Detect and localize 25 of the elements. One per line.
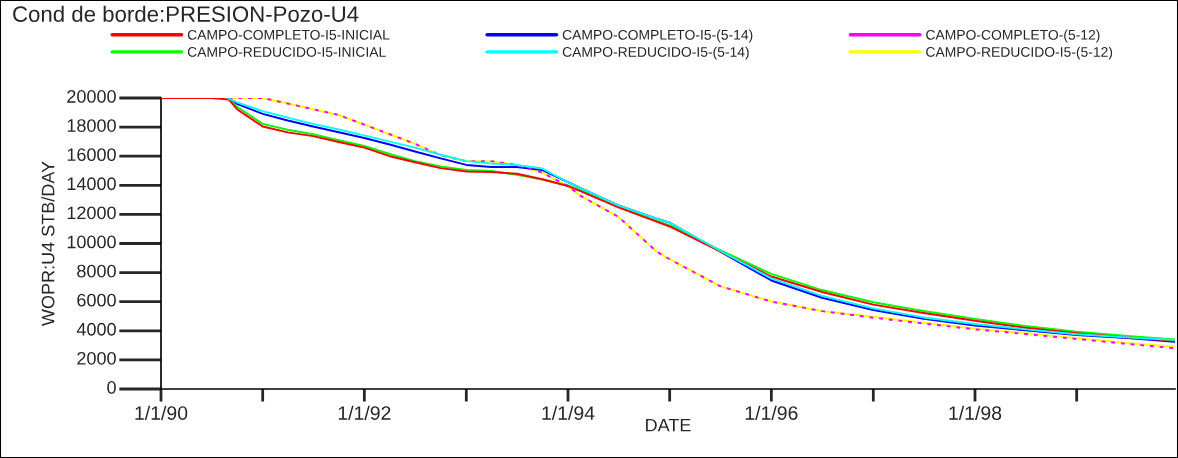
legend-label: CAMPO-COMPLETO-I5-INICIAL	[187, 29, 390, 40]
legend-label: CAMPO-COMPLETO-I5-(5-14)	[562, 29, 753, 43]
y-tick-label: 8000	[77, 264, 116, 278]
y-tick-label: 16000	[67, 148, 116, 162]
x-tick-label: 1/1/98	[949, 405, 1002, 420]
x-tick-label: 1/1/94	[542, 405, 595, 420]
y-tick-label: 0	[107, 381, 116, 394]
x-tick-label: 1/1/90	[135, 405, 188, 420]
legend-label: CAMPO-REDUCIDO-I5-(5-14)	[562, 46, 749, 60]
y-axis-title: WOPR:U4 STB/DAY	[41, 161, 55, 327]
y-tick-label: 12000	[67, 206, 116, 220]
x-axis-title: DATE	[646, 418, 691, 432]
x-tick-label: 1/1/96	[745, 405, 798, 420]
y-tick-label: 2000	[77, 351, 116, 365]
y-tick-label: 18000	[67, 119, 116, 132]
chart-title: Cond de borde:PRESION-Pozo-U4	[13, 5, 359, 22]
legend-label: CAMPO-COMPLETO-(5-12)	[926, 29, 1100, 43]
y-tick-label: 14000	[67, 177, 116, 191]
legend-label: CAMPO-REDUCIDO-I5-INICIAL	[187, 47, 386, 57]
legend-label: CAMPO-REDUCIDO-I5-(5-12)	[926, 46, 1113, 60]
y-tick-label: 10000	[67, 235, 116, 249]
y-tick-label: 4000	[76, 322, 116, 336]
x-tick-label: 1/1/92	[338, 405, 391, 420]
y-tick-label: 20000	[67, 90, 116, 103]
y-tick-label: 6000	[77, 293, 116, 307]
